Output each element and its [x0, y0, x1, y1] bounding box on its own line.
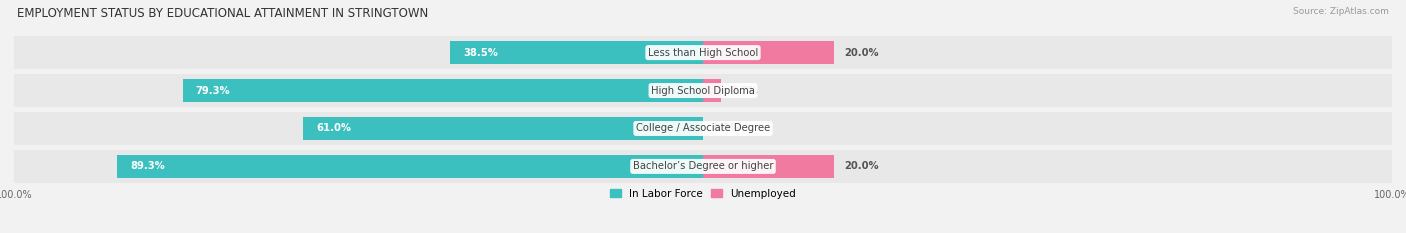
- Text: 100.0%: 100.0%: [1374, 190, 1406, 200]
- Bar: [14, 37, 1392, 69]
- Text: EMPLOYMENT STATUS BY EDUCATIONAL ATTAINMENT IN STRINGTOWN: EMPLOYMENT STATUS BY EDUCATIONAL ATTAINM…: [17, 7, 427, 20]
- Bar: [117, 155, 703, 178]
- Text: 89.3%: 89.3%: [131, 161, 165, 171]
- Bar: [14, 74, 1392, 107]
- Bar: [14, 112, 1392, 145]
- Text: 0.0%: 0.0%: [713, 123, 741, 134]
- Bar: [703, 155, 834, 178]
- Text: 20.0%: 20.0%: [844, 161, 879, 171]
- Bar: [703, 41, 834, 64]
- Text: 2.7%: 2.7%: [731, 86, 758, 96]
- Bar: [183, 79, 703, 102]
- Text: 61.0%: 61.0%: [316, 123, 352, 134]
- Text: High School Diploma: High School Diploma: [651, 86, 755, 96]
- Text: 38.5%: 38.5%: [464, 48, 498, 58]
- Legend: In Labor Force, Unemployed: In Labor Force, Unemployed: [610, 189, 796, 199]
- Text: 100.0%: 100.0%: [0, 190, 32, 200]
- Text: Bachelor’s Degree or higher: Bachelor’s Degree or higher: [633, 161, 773, 171]
- Bar: [450, 41, 703, 64]
- Text: Less than High School: Less than High School: [648, 48, 758, 58]
- Bar: [14, 150, 1392, 182]
- Text: 79.3%: 79.3%: [195, 86, 231, 96]
- Text: College / Associate Degree: College / Associate Degree: [636, 123, 770, 134]
- Bar: [703, 79, 721, 102]
- Text: Source: ZipAtlas.com: Source: ZipAtlas.com: [1294, 7, 1389, 16]
- Bar: [302, 117, 703, 140]
- Text: 20.0%: 20.0%: [844, 48, 879, 58]
